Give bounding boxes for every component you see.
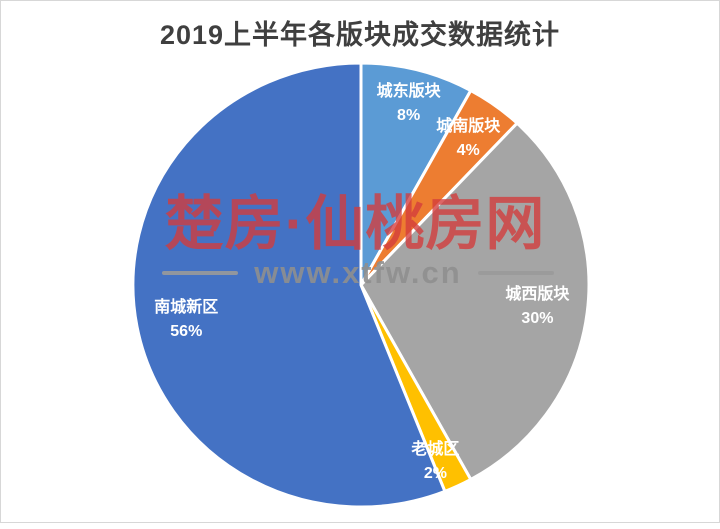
pie-label-3: 老城区 2%: [411, 438, 459, 486]
pie-label-percent: 4%: [456, 142, 480, 160]
pie-label-percent: 2%: [423, 464, 447, 482]
pie-label-1: 城南版块 4%: [436, 115, 500, 163]
chart-title: 2019上半年各版块成交数据统计: [159, 20, 561, 50]
pie-label-category: 南城新区: [154, 299, 219, 317]
pie-label-2: 城西版块 30%: [505, 283, 569, 331]
pie-slice-4: [131, 61, 447, 509]
pie-label-4: 南城新区 56%: [154, 296, 218, 344]
watermark-dash-right: [477, 270, 554, 275]
pie-label-category: 老城区: [411, 440, 460, 458]
pie-slice-0: [359, 61, 473, 287]
pie-label-percent: 8%: [397, 107, 421, 125]
pie-label-category: 城南版块: [436, 118, 501, 136]
watermark-url-text: www.xtfw.cn: [254, 255, 462, 290]
watermark-dash-left: [162, 270, 239, 275]
pie-label-percent: 30%: [521, 309, 554, 327]
pie-label-0: 城东版块 8%: [377, 80, 441, 128]
pie-label-percent: 56%: [170, 323, 203, 341]
watermark-url-row: www.xtfw.cn: [0, 257, 716, 288]
watermark-brand-text: 楚房·仙桃房网: [164, 191, 546, 257]
pie-label-category: 城西版块: [505, 285, 570, 303]
pie-slice-2: [359, 121, 591, 481]
pie-label-category: 城东版块: [376, 83, 441, 101]
